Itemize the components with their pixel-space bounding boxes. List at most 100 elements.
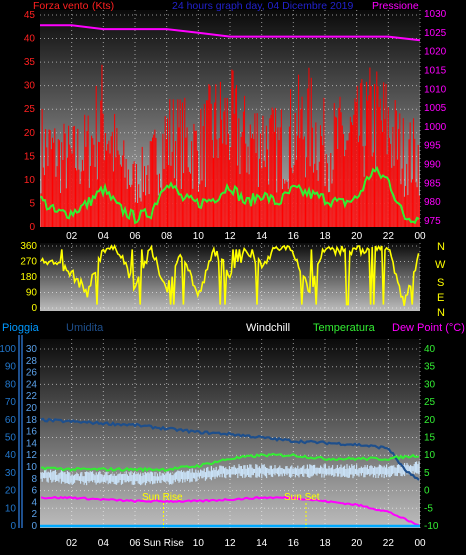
humidity-y-tick-label: 0 — [31, 521, 37, 532]
temperature-y-tick-label: 35 — [424, 362, 436, 373]
humidity-line — [40, 417, 420, 481]
wind-x-tick-label: 04 — [98, 231, 110, 242]
rain-y-tick-label: 80 — [5, 379, 17, 390]
temperature-x-tick-label: Sun Rise — [143, 538, 184, 549]
wind-x-tick-label: 16 — [288, 231, 300, 242]
wind-speed-series — [40, 64, 420, 227]
humidity-label: Umidita — [66, 322, 104, 334]
compass-n-top: N — [437, 241, 445, 253]
wind-y-tick-label: 45 — [24, 10, 36, 21]
temperature-x-tick-label: 18 — [319, 538, 331, 549]
temperature-y-tick-label: -5 — [424, 503, 433, 514]
wind-y-tick-label: 30 — [24, 81, 36, 92]
wind-x-tick-label: 22 — [383, 231, 395, 242]
wind-x-tick-label: 08 — [161, 231, 173, 242]
pressure-axis-title: Pressione — [372, 0, 419, 12]
temperature-x-tick-label: 20 — [351, 538, 363, 549]
temperature-x-tick-label: 02 — [66, 538, 78, 549]
direction-y-tick-label: 90 — [26, 288, 38, 299]
temperature-x-tick-label: 10 — [193, 538, 205, 549]
direction-y-tick-label: 270 — [20, 257, 37, 268]
wind-average-line — [40, 165, 420, 225]
temperature-x-tick-label: 06 — [129, 538, 141, 549]
wind-direction-line — [40, 244, 420, 306]
rain-y-tick-label: 70 — [5, 397, 17, 408]
humidity-y-tick-label: 2 — [31, 509, 37, 520]
rain-y-tick-label: 90 — [5, 362, 17, 373]
compass-e: E — [437, 292, 444, 304]
wind-y-tick-label: 35 — [24, 57, 36, 68]
temperature-x-tick-label: 16 — [288, 538, 300, 549]
rain-y-tick-label: 40 — [5, 450, 17, 461]
humidity-y-tick-label: 24 — [26, 379, 38, 390]
humidity-y-tick-label: 16 — [26, 427, 38, 438]
wind-unit: (Kts) — [92, 0, 114, 12]
sunrise-label: Sun Rise — [142, 492, 183, 503]
dewpoint-label: Dew Point (°C) — [392, 322, 465, 334]
chart-title: 24 hours graph day, 04 Dicembre 2019 — [172, 0, 353, 12]
temperature-y-tick-label: -10 — [424, 521, 439, 532]
humidity-y-tick-label: 26 — [26, 368, 38, 379]
pressure-line — [40, 24, 421, 42]
humidity-y-tick-label: 18 — [26, 415, 38, 426]
humidity-y-tick-label: 10 — [26, 462, 38, 473]
rain-y-tick-label: 100 — [0, 344, 16, 355]
temperature-panel: 0102030405060708090100024681012141618202… — [0, 335, 439, 549]
pressure-y-tick-label: 1025 — [424, 28, 447, 39]
wind-x-tick-label: 20 — [351, 231, 363, 242]
pressure-y-tick-label: 1030 — [424, 9, 447, 20]
dewpoint-line — [40, 495, 420, 527]
temperature-x-tick-label: 00 — [414, 538, 426, 549]
rain-y-tick-label: 30 — [5, 468, 17, 479]
rain-y-tick-label: 20 — [5, 486, 17, 497]
pressure-y-tick-label: 1010 — [424, 84, 447, 95]
direction-y-tick-label: 180 — [20, 272, 37, 283]
pressure-y-tick-label: 980 — [424, 197, 441, 208]
wind-y-tick-label: 15 — [24, 151, 36, 162]
wind-x-tick-label: 18 — [319, 231, 331, 242]
pressure-y-tick-label: 1005 — [424, 103, 447, 114]
windchill-series — [40, 461, 420, 486]
direction-panel: 0 90 180 270 360 — [20, 241, 421, 314]
temperature-y-tick-label: 20 — [424, 415, 436, 426]
windchill-label: Windchill — [246, 322, 290, 334]
temperature-label: Temperatura — [313, 322, 376, 334]
temperature-y-tick-label: 10 — [424, 450, 436, 461]
rain-y-tick-label: 10 — [5, 503, 17, 514]
wind-y-tick-label: 20 — [24, 128, 36, 139]
humidity-y-tick-label: 30 — [26, 344, 38, 355]
sunset-label: Sun Set — [284, 492, 320, 503]
temperature-x-tick-label: 14 — [256, 538, 268, 549]
wind-axis-title: Forza vento — [33, 0, 89, 12]
compass-n-bottom: N — [437, 307, 445, 319]
wind-y-tick-label: 5 — [29, 198, 35, 209]
humidity-y-tick-label: 28 — [26, 356, 38, 367]
temperature-y-tick-label: 40 — [424, 344, 436, 355]
wind-x-tick-label: 14 — [256, 231, 268, 242]
temperature-y-tick-label: 30 — [424, 379, 436, 390]
temperature-y-tick-label: 0 — [424, 486, 430, 497]
humidity-y-tick-label: 14 — [26, 438, 38, 449]
pressure-y-tick-label: 1000 — [424, 122, 447, 133]
temperature-y-tick-label: 5 — [424, 468, 430, 479]
pressure-y-tick-label: 1015 — [424, 65, 447, 76]
temperature-x-tick-label: 22 — [383, 538, 395, 549]
temperature-y-tick-label: 15 — [424, 433, 436, 444]
rain-y-tick-label: 60 — [5, 415, 17, 426]
direction-y-tick-label: 360 — [20, 241, 37, 252]
wind-panel: 0510152025303540459759809859909951000100… — [24, 9, 447, 242]
wind-x-tick-label: 06 — [129, 231, 141, 242]
wind-y-tick-label: 10 — [24, 175, 36, 186]
wind-x-tick-label: 00 — [414, 231, 426, 242]
compass-w: W — [435, 259, 446, 271]
wind-x-tick-label: 10 — [193, 231, 205, 242]
humidity-y-tick-label: 20 — [26, 403, 38, 414]
wind-y-tick-label: 0 — [29, 222, 35, 233]
humidity-y-tick-label: 8 — [31, 474, 37, 485]
direction-y-tick-label: 0 — [31, 303, 37, 314]
humidity-y-tick-label: 6 — [31, 486, 37, 497]
temperature-line — [40, 452, 420, 473]
rain-y-tick-label: 50 — [5, 433, 17, 444]
rain-y-tick-label: 0 — [10, 521, 16, 532]
